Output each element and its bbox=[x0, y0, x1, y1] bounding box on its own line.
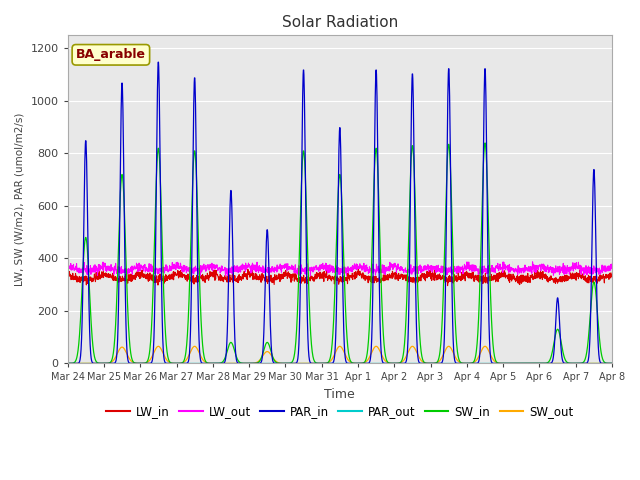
LW_out bbox=[529, 259, 536, 264]
PAR_in bbox=[575, 360, 583, 366]
LW_in bbox=[367, 277, 375, 283]
Line: SW_out: SW_out bbox=[68, 347, 612, 363]
SW_in bbox=[216, 360, 223, 366]
SW_out bbox=[367, 350, 375, 356]
PAR_out bbox=[575, 360, 583, 366]
LW_out bbox=[186, 273, 194, 279]
PAR_out bbox=[608, 360, 616, 366]
SW_in bbox=[575, 360, 583, 366]
PAR_in bbox=[64, 360, 72, 366]
SW_in bbox=[499, 360, 507, 366]
SW_out bbox=[498, 360, 506, 366]
LW_out bbox=[561, 266, 568, 272]
LW_in bbox=[499, 268, 506, 274]
LW_in bbox=[444, 283, 451, 288]
SW_in bbox=[64, 360, 72, 366]
SW_in bbox=[498, 360, 506, 366]
PAR_out bbox=[498, 360, 506, 366]
Title: Solar Radiation: Solar Radiation bbox=[282, 15, 398, 30]
PAR_in bbox=[216, 360, 223, 366]
PAR_out bbox=[367, 360, 375, 366]
LW_in bbox=[431, 265, 438, 271]
LW_out bbox=[575, 264, 583, 270]
SW_out bbox=[608, 360, 616, 366]
LW_out bbox=[356, 263, 364, 268]
LW_in bbox=[216, 276, 223, 282]
PAR_in bbox=[608, 360, 616, 366]
Line: LW_in: LW_in bbox=[68, 268, 612, 286]
Y-axis label: LW, SW (W/m2), PAR (umol/m2/s): LW, SW (W/m2), PAR (umol/m2/s) bbox=[15, 113, 25, 286]
SW_out bbox=[575, 360, 583, 366]
LW_out bbox=[498, 266, 506, 272]
PAR_in bbox=[367, 342, 375, 348]
SW_in bbox=[561, 354, 568, 360]
SW_out bbox=[64, 360, 72, 366]
SW_in bbox=[608, 360, 616, 366]
SW_out bbox=[154, 344, 162, 349]
Line: PAR_in: PAR_in bbox=[68, 62, 612, 363]
SW_out bbox=[216, 360, 223, 366]
PAR_out bbox=[64, 360, 72, 366]
Text: BA_arable: BA_arable bbox=[76, 48, 146, 61]
LW_out bbox=[64, 263, 72, 269]
PAR_out bbox=[560, 360, 568, 366]
PAR_in bbox=[498, 360, 506, 366]
PAR_out bbox=[355, 360, 363, 366]
PAR_in bbox=[561, 360, 568, 366]
PAR_in bbox=[499, 360, 507, 366]
SW_in bbox=[481, 140, 489, 146]
LW_out bbox=[367, 265, 375, 271]
LW_in bbox=[575, 271, 583, 277]
Legend: LW_in, LW_out, PAR_in, PAR_out, SW_in, SW_out: LW_in, LW_out, PAR_in, PAR_out, SW_in, S… bbox=[102, 401, 578, 423]
Line: SW_in: SW_in bbox=[68, 143, 612, 363]
SW_in bbox=[367, 276, 375, 281]
LW_out bbox=[608, 264, 616, 270]
PAR_out bbox=[216, 360, 223, 366]
PAR_in bbox=[154, 60, 162, 65]
LW_in bbox=[64, 270, 72, 276]
LW_out bbox=[216, 265, 223, 271]
SW_in bbox=[355, 360, 363, 366]
SW_out bbox=[356, 360, 364, 366]
X-axis label: Time: Time bbox=[324, 388, 355, 401]
Line: LW_out: LW_out bbox=[68, 262, 612, 276]
LW_in bbox=[355, 270, 363, 276]
PAR_in bbox=[356, 360, 364, 366]
LW_in bbox=[561, 274, 568, 279]
SW_out bbox=[560, 360, 568, 366]
LW_in bbox=[608, 270, 616, 276]
